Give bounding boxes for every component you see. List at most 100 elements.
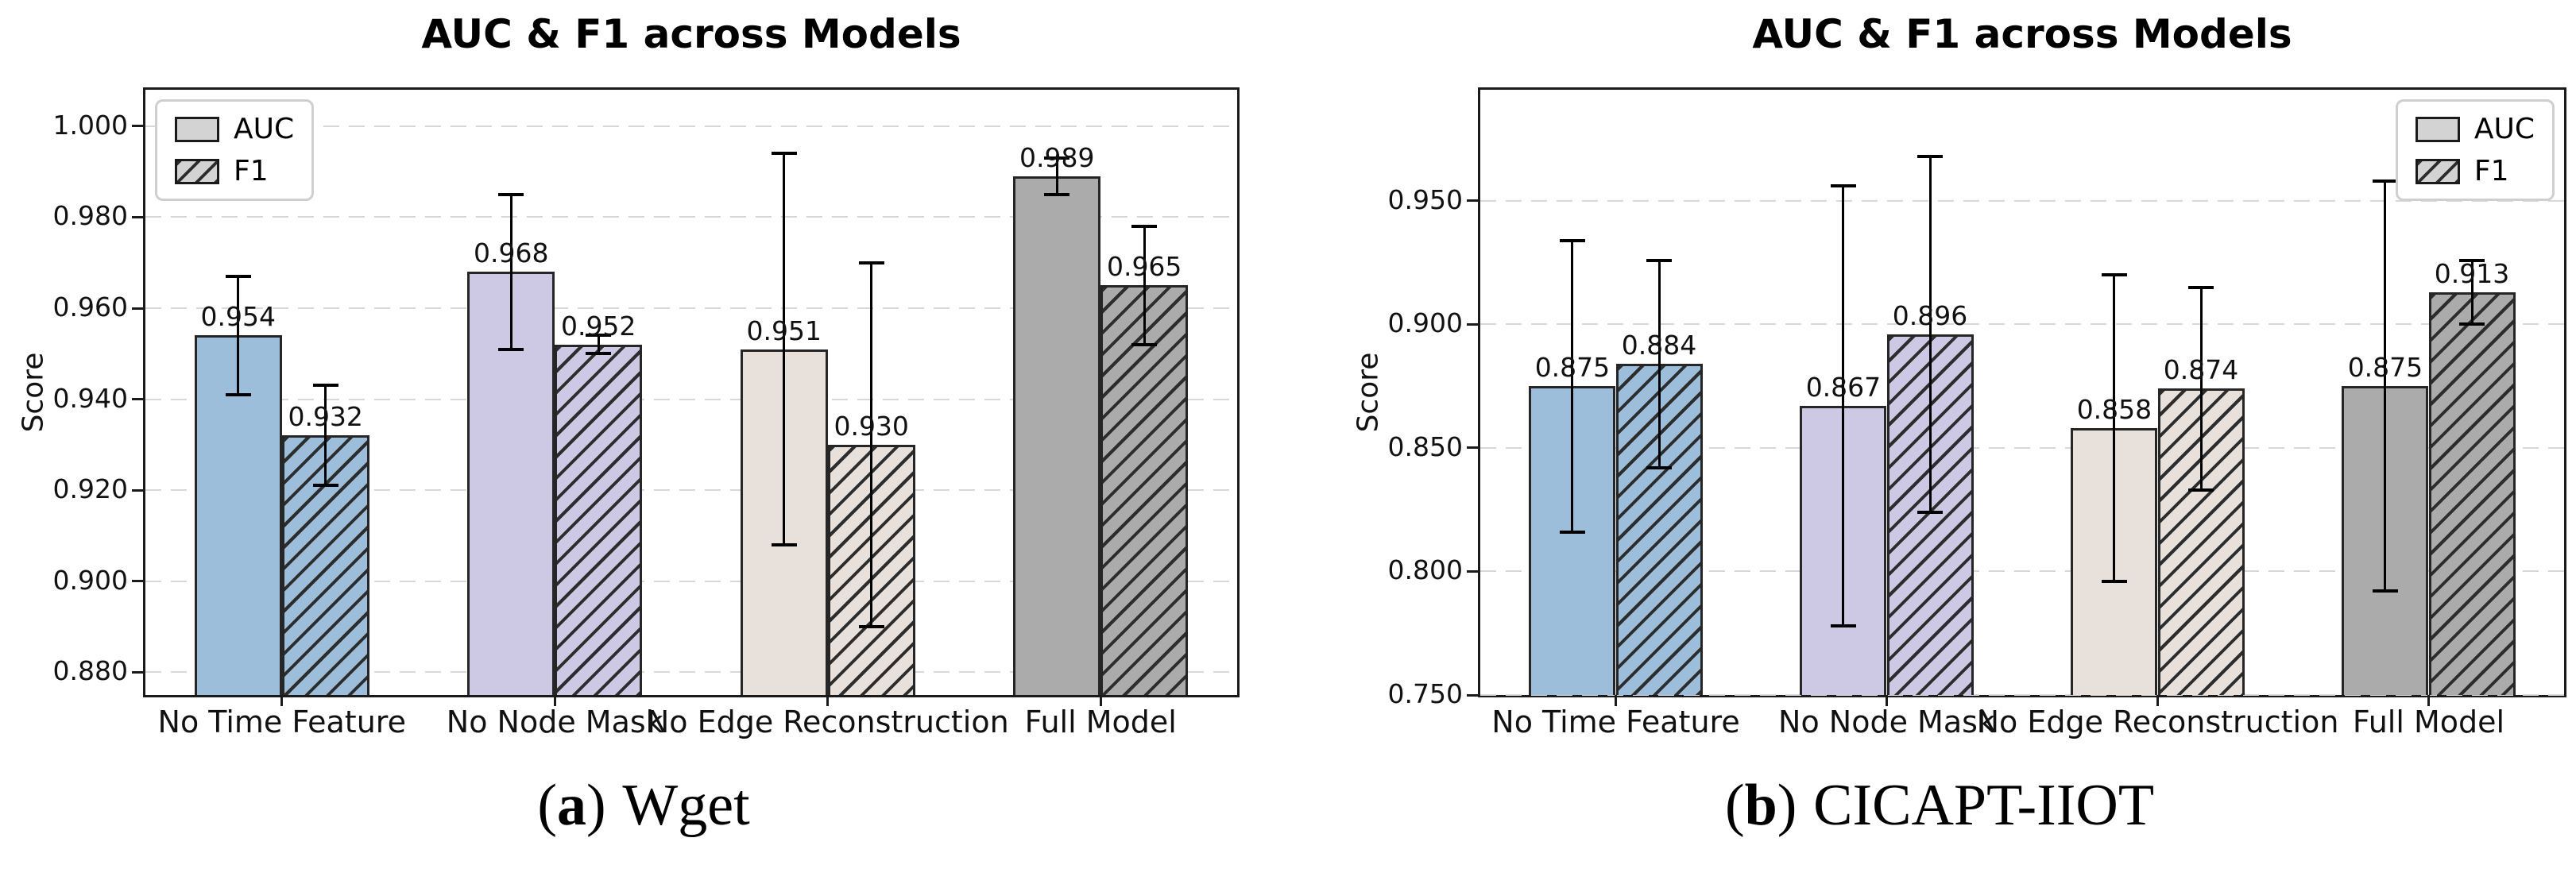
gridline — [1480, 570, 2564, 573]
value-label: 0.884 — [1621, 330, 1697, 361]
error-bar-cap-top — [1131, 224, 1158, 228]
caption-a-close: ) — [586, 773, 606, 838]
error-bar-cap-bottom — [858, 625, 884, 629]
error-bar-line — [324, 385, 327, 486]
x-tick-mark — [553, 695, 556, 706]
y-tick-label: 0.920 — [52, 473, 128, 505]
caption-a-open: ( — [537, 773, 558, 838]
error-bar-cap-bottom — [1559, 530, 1585, 534]
y-tick-label: 0.960 — [52, 291, 128, 322]
error-bar-line — [1928, 156, 1932, 512]
legend: AUC F1 — [2395, 99, 2555, 201]
error-bar-cap-top — [858, 261, 884, 264]
legend-label-auc: AUC — [234, 113, 295, 145]
error-bar-line — [2470, 260, 2474, 325]
error-bar-line — [237, 276, 240, 395]
value-label: 0.968 — [474, 237, 549, 269]
caption-b-index: b — [1744, 773, 1777, 838]
error-bar-cap-top — [1559, 238, 1585, 242]
gridline — [1480, 199, 2564, 202]
error-bar-cap-top — [771, 152, 797, 156]
x-tick-mark — [1099, 695, 1102, 706]
caption-b-label: CICAPT-IIOT — [1813, 773, 2155, 838]
error-bar-cap-bottom — [225, 392, 251, 396]
legend-swatch-auc — [2415, 116, 2460, 142]
y-tick-label: 0.880 — [52, 655, 128, 687]
caption-a: (a) Wget — [0, 772, 1287, 840]
caption-a-index: a — [557, 773, 587, 838]
legend-swatch-f1 — [2415, 158, 2460, 184]
legend-swatch-f1 — [175, 158, 219, 184]
error-bar-cap-top — [2188, 285, 2214, 289]
legend-row: F1 — [175, 155, 294, 187]
y-tick-mark — [132, 670, 143, 674]
gridline — [1480, 323, 2564, 326]
error-bar-cap-bottom — [312, 484, 338, 488]
value-label: 0.952 — [560, 310, 636, 342]
bar-f1-2 — [555, 344, 643, 695]
error-bar-line — [1842, 186, 1845, 626]
error-bar-line — [2199, 287, 2203, 490]
y-tick-label: 0.750 — [1387, 678, 1463, 709]
legend-row: F1 — [2415, 155, 2535, 187]
error-bar-cap-top — [225, 274, 251, 278]
caption-b: (b) CICAPT-IIOT — [1303, 772, 2576, 840]
error-bar-cap-top — [498, 192, 524, 196]
error-bar-cap-bottom — [1917, 510, 1944, 514]
gridline — [145, 489, 1237, 492]
x-tick-label: Full Model — [2352, 705, 2505, 739]
error-bar-line — [597, 335, 600, 354]
bar-f1-4 — [2428, 292, 2516, 695]
y-tick-mark — [1467, 322, 1478, 326]
caption-b-close: ) — [1777, 773, 1797, 838]
x-tick-label: No Edge Reconstruction — [1976, 705, 2339, 739]
plot-area-cicapt-iiot: 0.950 0.900 0.850 0.800 0.750 No Time Feature… — [1388, 87, 2566, 739]
error-bar-line — [509, 194, 512, 349]
error-bar-cap-bottom — [1646, 465, 1673, 469]
legend-row: AUC — [2415, 113, 2535, 145]
caption-b-open: ( — [1724, 773, 1745, 838]
y-tick-label: 0.800 — [1387, 554, 1463, 586]
error-bar-line — [1657, 260, 1661, 468]
error-bar-line — [1571, 240, 1574, 532]
x-tick-mark — [1615, 695, 1617, 706]
gridline — [145, 671, 1237, 674]
y-tick-mark — [132, 398, 143, 401]
bar-f1-4 — [1100, 285, 1189, 695]
error-bar-cap-top — [1917, 154, 1944, 158]
y-axis-label-b: Score — [1352, 352, 1385, 433]
x-tick-label: No Node Mask — [1778, 705, 1995, 739]
value-label: 0.875 — [1534, 352, 1611, 384]
value-label: 0.913 — [2434, 258, 2510, 290]
error-bar-cap-top — [2372, 180, 2398, 183]
error-bar-line — [2384, 181, 2387, 592]
error-bar-cap-bottom — [2188, 488, 2214, 492]
error-bar-cap-top — [312, 384, 338, 388]
value-label: 0.951 — [746, 315, 822, 346]
legend-label-f1: F1 — [2474, 155, 2509, 187]
value-label: 0.932 — [288, 401, 363, 433]
y-tick-mark — [1467, 693, 1478, 697]
x-tick-label: No Edge Reconstruction — [646, 705, 1009, 739]
error-bar-line — [870, 262, 873, 627]
gridline — [145, 125, 1237, 127]
error-bar-cap-bottom — [2101, 579, 2127, 583]
y-tick-label: 0.900 — [52, 564, 128, 596]
caption-a-label: Wget — [622, 773, 750, 838]
value-label: 0.965 — [1106, 251, 1182, 283]
value-label: 0.867 — [1805, 372, 1882, 403]
error-bar-cap-bottom — [1131, 342, 1158, 346]
x-tick-label: No Time Feature — [1491, 705, 1740, 739]
y-tick-label: 0.980 — [52, 200, 128, 232]
y-tick-mark — [132, 307, 143, 310]
error-bar-cap-bottom — [498, 347, 524, 351]
error-bar-line — [1055, 157, 1058, 195]
gridline — [145, 307, 1237, 309]
x-tick-mark — [2427, 695, 2430, 706]
error-bar-cap-top — [586, 334, 612, 338]
gridline — [145, 216, 1237, 218]
chart-title-a: AUC & F1 across Models — [421, 11, 961, 57]
y-tick-mark — [132, 580, 143, 583]
error-bar-cap-bottom — [771, 542, 797, 546]
